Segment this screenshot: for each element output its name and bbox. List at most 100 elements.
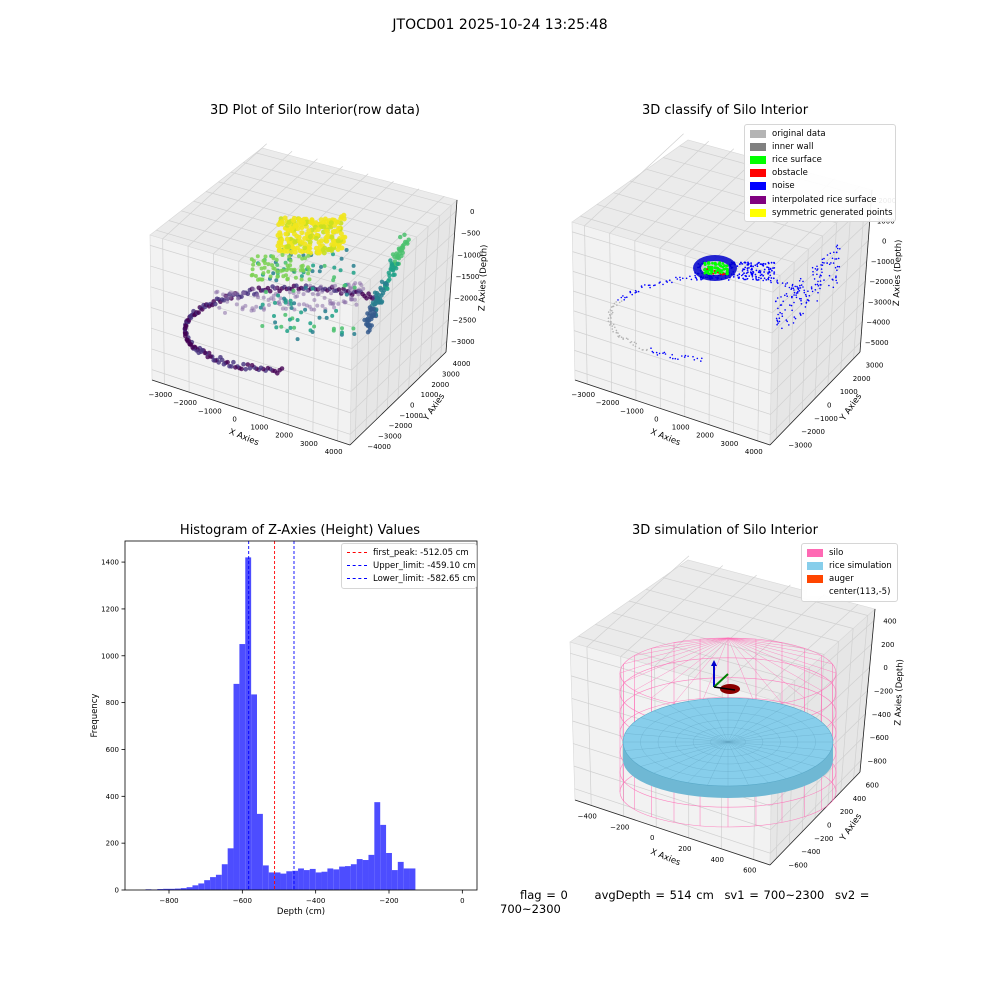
grid-line bbox=[814, 235, 823, 399]
data-point bbox=[740, 261, 742, 264]
data-point bbox=[740, 274, 743, 277]
histogram-bar bbox=[157, 889, 164, 890]
data-point bbox=[618, 334, 621, 337]
data-point bbox=[791, 285, 794, 287]
data-point bbox=[611, 328, 614, 330]
histogram-bar bbox=[169, 888, 175, 890]
histogram-bar bbox=[262, 865, 269, 890]
data-point bbox=[285, 243, 291, 249]
x-tick-label: 1000 bbox=[250, 424, 268, 432]
data-point bbox=[835, 258, 838, 260]
data-point bbox=[761, 263, 763, 265]
data-point bbox=[816, 300, 818, 302]
data-point bbox=[655, 351, 658, 354]
data-point bbox=[613, 302, 616, 305]
data-point bbox=[615, 301, 617, 303]
data-point bbox=[308, 321, 313, 326]
data-point bbox=[607, 311, 610, 313]
data-point bbox=[717, 271, 719, 274]
data-point bbox=[837, 257, 840, 260]
histogram-bar bbox=[391, 870, 398, 890]
data-point bbox=[357, 287, 362, 292]
data-point bbox=[710, 269, 713, 273]
y-axis-label: Y Axies bbox=[838, 811, 865, 843]
data-point bbox=[792, 287, 795, 290]
data-point bbox=[612, 323, 615, 326]
data-point bbox=[798, 287, 800, 289]
data-point bbox=[317, 286, 322, 291]
y-axis-line bbox=[769, 351, 861, 446]
data-point bbox=[802, 312, 804, 315]
data-point bbox=[307, 234, 313, 240]
data-point bbox=[331, 242, 337, 248]
data-point bbox=[275, 269, 280, 274]
data-point bbox=[799, 312, 801, 315]
data-point bbox=[278, 296, 283, 301]
z-tick-label: −200 bbox=[874, 688, 893, 696]
x-tick-label: 4000 bbox=[325, 448, 343, 456]
grid-line bbox=[708, 263, 711, 425]
data-point bbox=[743, 261, 746, 264]
data-point bbox=[716, 266, 719, 270]
grid-line bbox=[572, 231, 773, 293]
grid-line bbox=[573, 765, 771, 830]
legend-entry: rice surface bbox=[750, 153, 890, 166]
legend-label: rice surface bbox=[772, 154, 822, 165]
histogram-bar bbox=[333, 869, 340, 890]
data-point bbox=[630, 341, 633, 343]
data-point bbox=[367, 313, 372, 318]
z-tick-label: −4000 bbox=[866, 319, 890, 327]
data-point bbox=[401, 242, 407, 247]
silo-wire bbox=[651, 637, 729, 698]
data-point bbox=[308, 283, 313, 288]
data-point bbox=[763, 277, 766, 280]
data-point bbox=[744, 278, 747, 281]
data-point bbox=[819, 287, 821, 290]
data-point bbox=[814, 289, 817, 291]
data-point bbox=[766, 266, 768, 268]
data-point bbox=[662, 283, 664, 286]
data-point bbox=[637, 290, 640, 293]
grid-line bbox=[596, 204, 795, 263]
data-point bbox=[744, 274, 747, 277]
data-point bbox=[276, 293, 281, 298]
data-point bbox=[611, 311, 614, 314]
data-point bbox=[288, 263, 293, 268]
data-point bbox=[823, 279, 825, 281]
y-tick-label: 1000 bbox=[840, 388, 858, 396]
data-point bbox=[796, 287, 799, 289]
data-point bbox=[402, 232, 407, 237]
data-point bbox=[217, 305, 222, 310]
data-point bbox=[303, 256, 308, 261]
data-point bbox=[808, 294, 811, 297]
x-tick-label: 2000 bbox=[696, 432, 714, 440]
silo-wire bbox=[700, 637, 729, 640]
data-point bbox=[828, 263, 831, 266]
data-point bbox=[283, 312, 288, 317]
data-point bbox=[826, 262, 828, 264]
histogram-bar bbox=[409, 868, 416, 890]
z-tick-label: −2500 bbox=[453, 316, 477, 324]
data-point bbox=[701, 357, 703, 360]
data-point bbox=[776, 323, 778, 326]
data-point bbox=[812, 270, 814, 273]
data-point bbox=[817, 291, 819, 294]
data-point bbox=[221, 361, 227, 367]
data-point bbox=[781, 315, 784, 318]
panel1-title: 3D Plot of Silo Interior(row data) bbox=[210, 103, 420, 118]
data-point bbox=[762, 262, 765, 265]
grid-line bbox=[230, 171, 429, 227]
data-point bbox=[820, 268, 823, 270]
grid-line bbox=[586, 555, 690, 648]
data-point bbox=[320, 303, 325, 308]
data-point bbox=[267, 303, 271, 307]
data-point bbox=[249, 273, 254, 278]
data-point bbox=[727, 279, 730, 281]
grid-line bbox=[772, 620, 875, 713]
data-point bbox=[759, 271, 762, 274]
legend-label: Lower_limit: -582.65 cm bbox=[373, 573, 476, 584]
data-point bbox=[742, 277, 744, 280]
data-point bbox=[736, 274, 739, 277]
data-point bbox=[786, 295, 788, 298]
data-point bbox=[644, 284, 646, 286]
